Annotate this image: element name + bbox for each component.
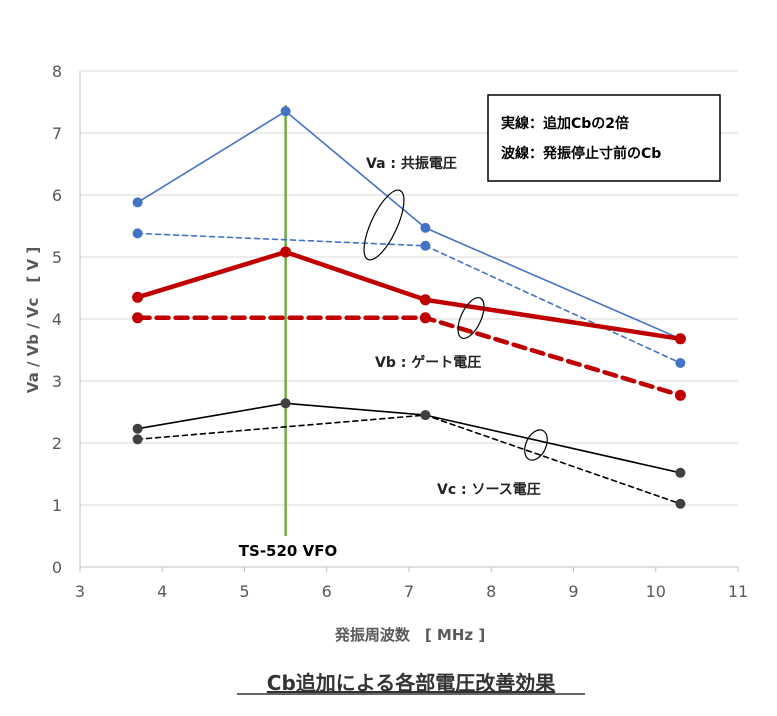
- x-tick-label: 11: [728, 582, 748, 601]
- x-tick-label: 9: [568, 582, 578, 601]
- data-point: [420, 240, 431, 251]
- data-point: [674, 333, 686, 345]
- y-axis-title: Va / Vb / Vc [ V ]: [24, 247, 42, 393]
- data-point: [675, 498, 686, 509]
- series-line-0: [136, 110, 682, 340]
- va-annotation: Va : 共振電圧: [366, 155, 457, 172]
- y-tick-label: 2: [52, 434, 62, 453]
- y-tick-label: 6: [52, 186, 62, 205]
- data-point: [419, 312, 431, 324]
- data-point: [420, 222, 431, 233]
- x-tick-label: 4: [157, 582, 167, 601]
- legend-line-solid: 実線：追加Cbの2倍: [501, 115, 629, 132]
- y-tick-label: 8: [52, 62, 62, 81]
- axes: [79, 71, 739, 572]
- data-point: [132, 423, 143, 434]
- vfo-label: TS-520 VFO: [239, 542, 337, 560]
- grid-lines: [80, 70, 738, 506]
- x-tick-label: 3: [75, 582, 85, 601]
- vb-annotation: Vb : ゲート電圧: [375, 354, 481, 371]
- data-point: [420, 410, 431, 421]
- x-tick-label: 7: [404, 582, 414, 601]
- x-tick-label: 6: [322, 582, 332, 601]
- data-point: [675, 358, 686, 368]
- legend-box: 実線：追加Cbの2倍 波線：発振停止寸前のCb: [487, 94, 721, 182]
- y-tick-label: 3: [52, 372, 62, 391]
- data-point: [132, 434, 143, 445]
- series-line-2: [135, 249, 683, 342]
- legend-line-dashed: 波線：発振停止寸前のCb: [501, 145, 661, 162]
- x-tick-label: 10: [646, 582, 666, 601]
- data-point: [280, 106, 291, 117]
- data-point: [280, 398, 291, 409]
- data-point: [132, 291, 144, 303]
- chart-caption: Cb追加による各部電圧改善効果: [267, 671, 555, 695]
- x-tick-label: 8: [486, 582, 496, 601]
- y-tick-label: 7: [52, 124, 62, 143]
- x-tick-label: 5: [239, 582, 249, 601]
- data-point: [675, 467, 686, 478]
- y-tick-label: 5: [52, 248, 62, 267]
- series-points: [132, 106, 686, 509]
- vc-callout-ring: [524, 429, 548, 461]
- va-callout-ring: [363, 189, 405, 261]
- data-point: [419, 294, 431, 306]
- y-tick-label: 4: [52, 310, 62, 329]
- data-point: [280, 246, 292, 258]
- data-point: [132, 312, 144, 324]
- data-point: [674, 389, 686, 401]
- series-line-1: [136, 232, 682, 364]
- vb-callout-ring: [457, 297, 485, 339]
- series-line-4: [136, 402, 682, 474]
- series-line-5: [136, 414, 682, 505]
- y-tick-label: 0: [52, 558, 62, 577]
- y-tick-label: 1: [52, 496, 62, 515]
- tick-labels: 3 4 5 6 7 8 9 10 11 0 1 2 3 4 5 6 7 8: [52, 62, 748, 601]
- data-point: [132, 228, 143, 239]
- data-point: [132, 197, 143, 208]
- vc-annotation: Vc : ソース電圧: [437, 481, 541, 498]
- x-axis-title: 発振周波数 [ MHz ]: [334, 626, 485, 644]
